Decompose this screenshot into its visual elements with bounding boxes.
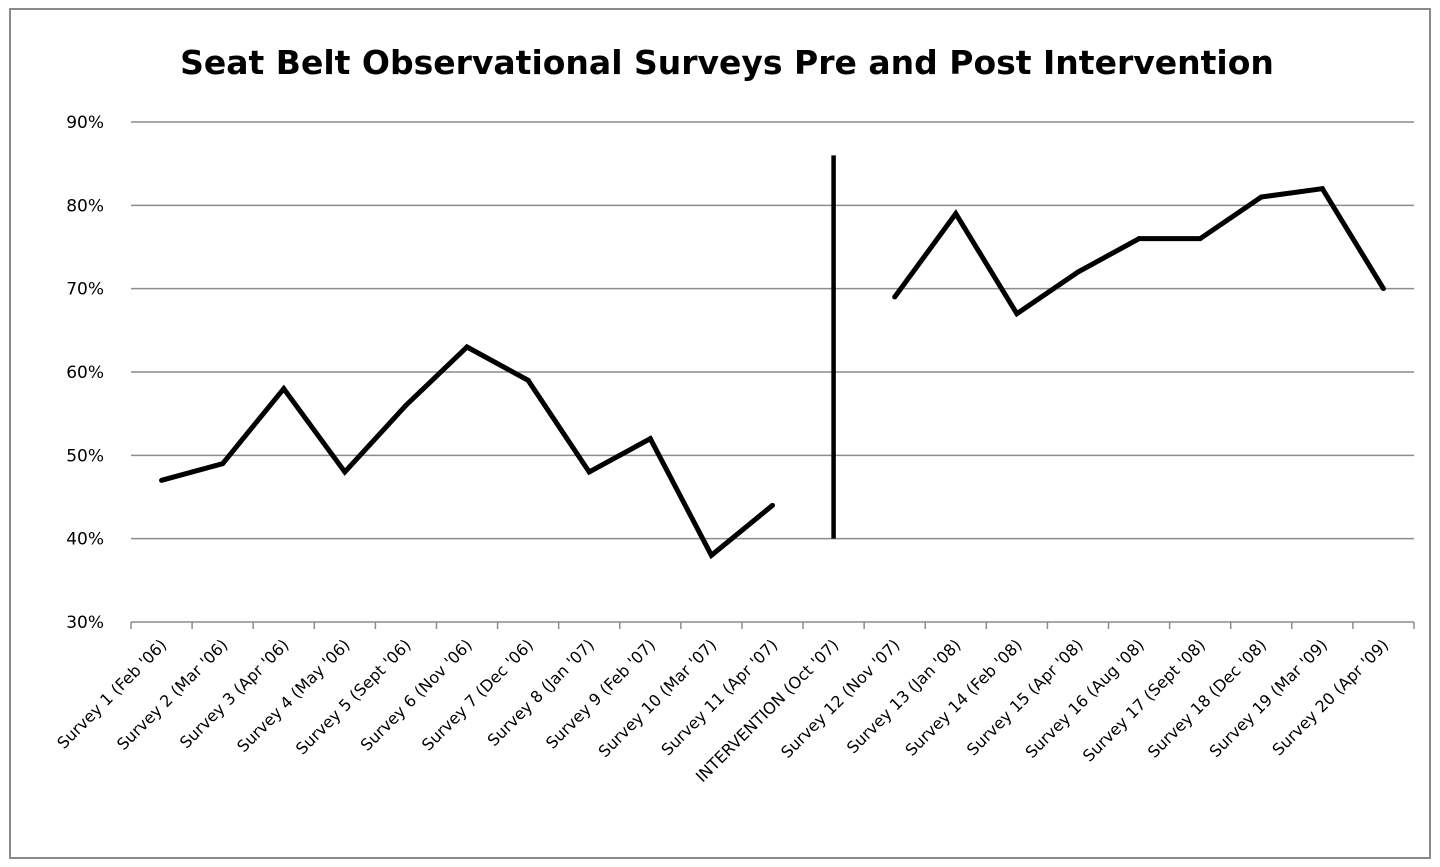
data-point (464, 344, 470, 350)
data-point (342, 469, 348, 475)
data-point (770, 502, 775, 508)
data-point (1380, 286, 1386, 292)
data-point (220, 461, 226, 467)
x-tick-label: Survey 18 (Dec '08) (1144, 635, 1270, 761)
data-point (1014, 311, 1020, 317)
x-tick-label: Survey 14 (Feb '08) (901, 635, 1025, 759)
series-line (892, 185, 1386, 318)
data-point (1258, 194, 1264, 200)
x-tick-label: Survey 11 (Apr '07) (657, 635, 781, 759)
y-tick-label: 80% (66, 196, 104, 216)
x-tick-label: Survey 9 (Feb '07) (542, 635, 659, 752)
data-point (1319, 186, 1325, 192)
data-point (403, 402, 409, 408)
y-tick-label: 90% (66, 113, 104, 133)
data-point (586, 469, 592, 475)
x-tick-label: Survey 17 (Sept '08) (1079, 635, 1209, 765)
y-tick-label: 60% (66, 363, 104, 383)
data-point (708, 552, 714, 558)
data-point (647, 436, 653, 442)
y-tick-label: 40% (66, 530, 104, 550)
x-tick-label: Survey 8 (Jan '07) (483, 635, 598, 750)
y-tick-label: 50% (66, 446, 104, 466)
chart-title: Seat Belt Observational Surveys Pre and … (180, 43, 1274, 82)
x-tick-label: Survey 13 (Jan '08) (843, 635, 965, 757)
x-tick-label: Survey 7 (Dec '06) (418, 635, 537, 754)
y-axis-tick-labels: 30% 40% 50% 60% 70% 80% 90% (66, 113, 104, 633)
x-tick-label: Survey 15 (Apr '08) (963, 635, 1087, 759)
data-point (1075, 269, 1081, 275)
data-point (159, 477, 165, 483)
x-axis-tick-labels: Survey 1 (Feb '06)Survey 2 (Mar '06)Surv… (53, 635, 1392, 786)
data-point (892, 294, 898, 300)
data-point (953, 211, 959, 217)
x-tick-label: Survey 3 (Apr '06) (176, 635, 293, 752)
data-point (1136, 236, 1142, 242)
x-tick-label: Survey 12 (Nov '07) (777, 635, 903, 761)
data-point (525, 377, 531, 383)
y-tick-label: 70% (66, 280, 104, 300)
x-tick-label: Survey 19 (Mar '09) (1206, 635, 1332, 761)
x-tick-label: Survey 2 (Mar '06) (113, 635, 231, 753)
gridlines (131, 121, 1414, 540)
data-point (281, 386, 287, 392)
x-tick-label: Survey 6 (Nov '06) (357, 635, 476, 754)
x-tick-label: Survey 4 (May '06) (233, 635, 354, 756)
series-layer (159, 185, 1386, 560)
data-point (1197, 236, 1203, 242)
x-tick-label: Survey 10 (Mar '07) (595, 635, 721, 761)
y-tick-label: 30% (66, 613, 104, 633)
series-line (160, 343, 775, 560)
x-axis (130, 621, 1415, 629)
x-tick-label: Survey 1 (Feb '06) (53, 635, 170, 752)
x-tick-label: Survey 20 (Apr '09) (1268, 635, 1392, 759)
x-tick-label: Survey 5 (Sept '06) (292, 635, 415, 758)
x-tick-label: Survey 16 (Aug '08) (1021, 635, 1147, 761)
